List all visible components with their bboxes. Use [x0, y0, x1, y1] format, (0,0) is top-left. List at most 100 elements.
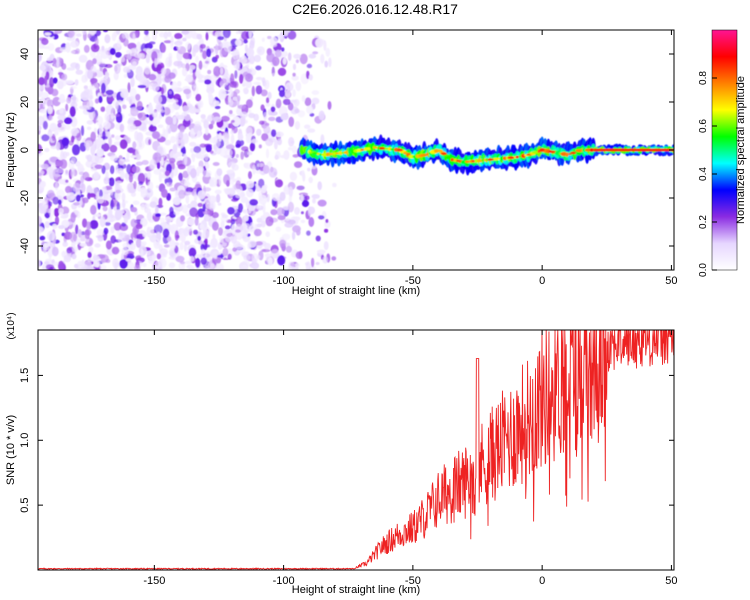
noise-blob: [151, 131, 161, 140]
noise-blob: [63, 221, 68, 226]
noise-blob: [219, 237, 224, 243]
noise-blob: [76, 132, 82, 142]
noise-blob: [82, 197, 89, 204]
noise-blob: [38, 77, 45, 86]
spectrogram-xtick-label: 0: [539, 275, 545, 287]
noise-blob: [162, 228, 170, 238]
noise-blob: [57, 123, 62, 128]
noise-blob: [153, 224, 163, 235]
noise-blob: [229, 73, 235, 85]
noise-blob: [208, 123, 214, 130]
noise-blob: [175, 139, 182, 144]
noise-blob: [65, 179, 69, 183]
noise-blob: [73, 202, 80, 206]
noise-blob: [57, 114, 66, 121]
noise-blob: [185, 74, 193, 83]
noise-blob: [242, 87, 249, 93]
colorbar-tick-label: 0.2: [698, 215, 709, 229]
noise-blob: [52, 168, 59, 180]
noise-blob: [209, 150, 214, 154]
noise-blob: [213, 66, 221, 77]
noise-blob: [275, 98, 282, 109]
noise-blob: [282, 57, 287, 65]
noise-blob: [327, 101, 332, 110]
noise-blob: [170, 99, 179, 103]
noise-blob: [229, 188, 235, 195]
noise-blob: [315, 262, 320, 265]
noise-blob: [261, 248, 271, 253]
noise-blob: [199, 223, 205, 230]
noise-blob: [186, 204, 194, 209]
noise-blob: [85, 142, 90, 152]
noise-blob: [283, 150, 290, 160]
noise-blob: [201, 249, 206, 255]
signal-core: [565, 152, 569, 157]
signal-hotspot: [487, 158, 494, 161]
noise-blob: [177, 164, 186, 170]
noise-blob: [114, 135, 121, 141]
noise-blob: [203, 119, 209, 129]
noise-blob: [240, 151, 244, 160]
noise-blob: [110, 235, 116, 244]
noise-blob: [88, 30, 96, 35]
noise-blob: [108, 136, 112, 147]
noise-blob: [97, 196, 105, 204]
noise-blob: [190, 147, 195, 154]
noise-blob: [166, 182, 173, 187]
noise-blob: [187, 100, 191, 108]
signal-core: [499, 156, 504, 161]
noise-blob: [124, 172, 129, 180]
noise-blob: [294, 207, 300, 215]
noise-blob: [91, 187, 100, 195]
noise-blob: [202, 203, 206, 212]
signal-core: [394, 147, 399, 152]
noise-blob: [311, 97, 320, 105]
noise-blob: [60, 150, 64, 160]
noise-blob: [220, 220, 225, 229]
noise-blob: [182, 37, 187, 42]
noise-blob: [310, 257, 315, 268]
noise-blob: [149, 201, 157, 208]
noise-blob: [212, 100, 220, 106]
noise-blob: [248, 171, 252, 180]
noise-blob: [104, 34, 111, 44]
noise-blob: [177, 80, 182, 87]
noise-blob: [70, 212, 76, 223]
noise-blob: [181, 30, 190, 35]
noise-blob: [173, 210, 180, 216]
noise-blob: [291, 145, 297, 154]
colorbar-gradient: [711, 29, 738, 271]
noise-blob: [47, 43, 55, 51]
snr-xlabel: Height of straight line (km): [292, 584, 420, 596]
noise-blob: [134, 264, 141, 270]
noise-blob: [47, 201, 53, 206]
noise-blob: [121, 222, 127, 227]
noise-blob: [185, 187, 194, 193]
noise-blob: [308, 217, 315, 227]
noise-blob: [38, 215, 42, 226]
noise-blob: [277, 215, 286, 221]
snr-xtick-label: -50: [405, 575, 421, 587]
noise-blob: [202, 170, 209, 178]
signal-steady-line: [593, 148, 674, 152]
noise-blob: [140, 241, 147, 246]
noise-blob: [65, 103, 69, 112]
noise-blob: [68, 160, 75, 169]
noise-blob: [184, 260, 193, 265]
noise-blob: [100, 254, 109, 263]
noise-blob: [146, 226, 154, 237]
noise-blob: [328, 57, 332, 68]
noise-blob: [130, 106, 139, 117]
noise-blob: [198, 79, 204, 83]
noise-blob: [296, 185, 305, 191]
noise-blob: [49, 169, 54, 174]
noise-blob: [90, 144, 96, 156]
noise-blob: [182, 52, 192, 60]
noise-blob: [227, 253, 232, 260]
noise-blob: [136, 100, 143, 111]
noise-blob: [231, 224, 236, 236]
noise-blob: [226, 113, 236, 117]
noise-blob: [132, 141, 137, 150]
noise-blob: [123, 212, 129, 224]
noise-blob: [61, 137, 70, 147]
